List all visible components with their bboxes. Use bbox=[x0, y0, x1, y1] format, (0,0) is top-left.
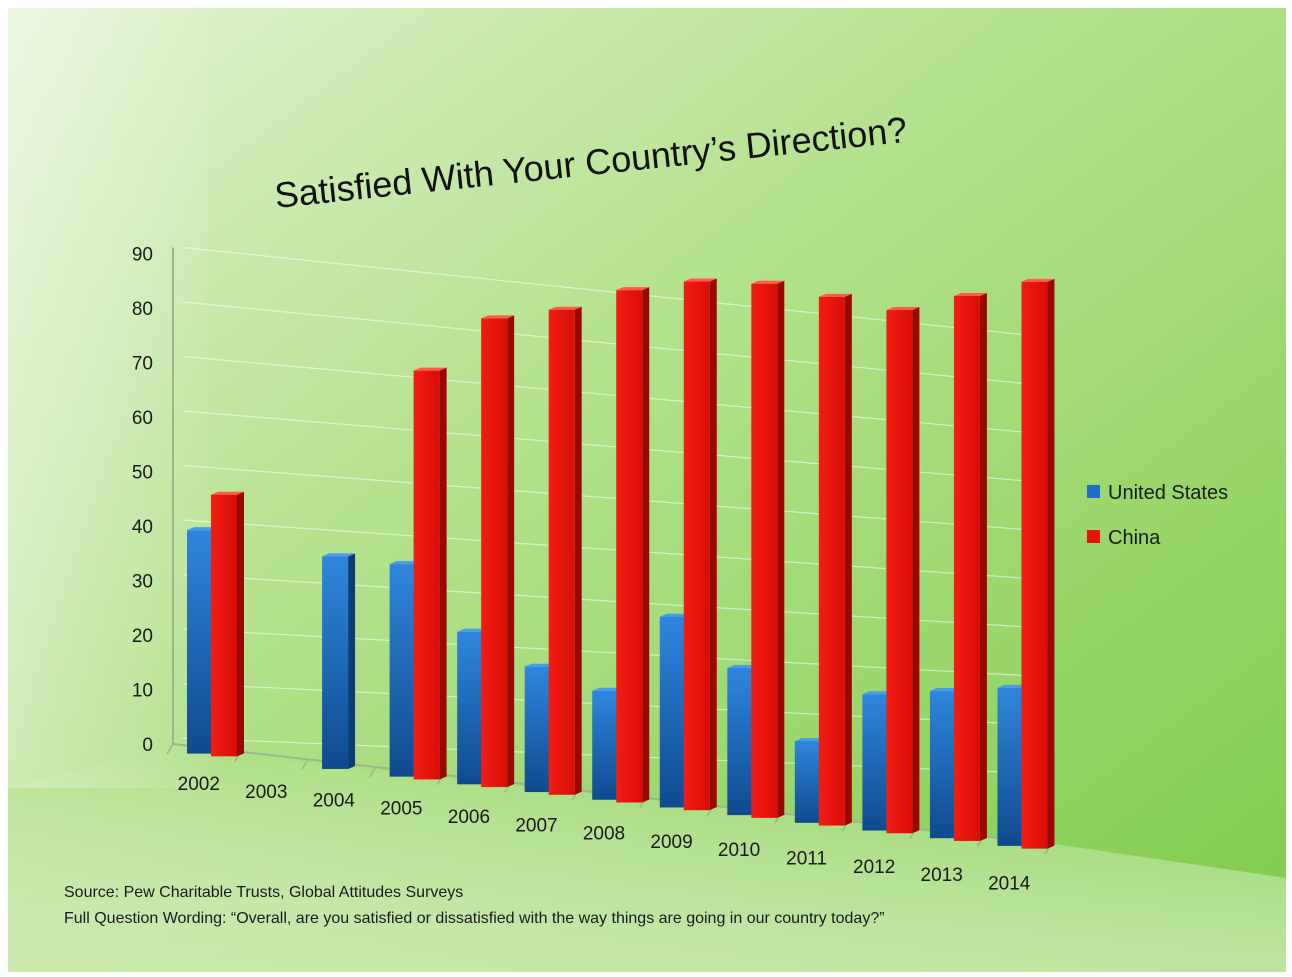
bar-china-2009 bbox=[683, 278, 717, 811]
x-tick-label: 2008 bbox=[583, 824, 625, 845]
bar-united-states-2004-front bbox=[322, 556, 349, 769]
x-tick-label: 2006 bbox=[448, 807, 490, 828]
bar-china-2005 bbox=[413, 367, 447, 780]
bar-united-states-2004 bbox=[322, 553, 356, 769]
bar-china-2013-front bbox=[953, 295, 980, 841]
bar-united-states-2006-front bbox=[457, 631, 484, 785]
bar-china-2009-side bbox=[709, 278, 717, 811]
question-wording-note: Full Question Wording: “Overall, are you… bbox=[64, 910, 885, 927]
bar-united-states-2010-front bbox=[727, 667, 754, 816]
legend-label-united-states: United States bbox=[1108, 482, 1228, 504]
x-tick-label: 2005 bbox=[380, 799, 422, 820]
x-tick-mark bbox=[368, 766, 377, 778]
bar-china-2014-side bbox=[1047, 278, 1055, 849]
bar-china-2009-top bbox=[683, 278, 717, 282]
y-tick-label: 0 bbox=[142, 735, 153, 756]
back-wall-highlight bbox=[8, 8, 208, 788]
bar-china-2009-front bbox=[683, 281, 710, 811]
x-tick-label: 2011 bbox=[786, 848, 827, 869]
x-tick-label: 2009 bbox=[650, 832, 692, 853]
bar-united-states-2004-side bbox=[348, 553, 356, 769]
x-tick-label: 2014 bbox=[988, 873, 1031, 894]
bar-china-2008-front bbox=[616, 290, 643, 803]
bar-united-states-2002-front bbox=[187, 530, 213, 754]
bar-china-2012-front bbox=[886, 310, 913, 834]
bar-china-2011-top bbox=[818, 293, 852, 297]
bar-china-2008-top bbox=[616, 287, 650, 291]
bar-china-2010-front bbox=[751, 283, 778, 818]
bar-china-2005-top bbox=[413, 367, 447, 371]
x-tick-label: 2012 bbox=[853, 857, 895, 878]
bar-united-states-2012-front bbox=[862, 694, 889, 831]
y-tick-label: 70 bbox=[132, 354, 153, 375]
floor-highlight bbox=[8, 748, 1286, 972]
bar-united-states-2005-front bbox=[389, 564, 416, 777]
bar-china-2010-side bbox=[777, 280, 785, 818]
x-tick-mark bbox=[166, 743, 174, 755]
bar-china-2005-front bbox=[413, 370, 440, 780]
bar-china-2007-top bbox=[548, 306, 582, 310]
bar-china-2013-top bbox=[953, 292, 987, 296]
bar-china-2008-side bbox=[642, 287, 650, 803]
y-tick-label: 50 bbox=[132, 463, 153, 484]
y-tick-label: 80 bbox=[132, 299, 153, 320]
bar-china-2013-side bbox=[979, 292, 987, 841]
bar-china-2010-top bbox=[751, 280, 785, 284]
bar-china-2006-front bbox=[481, 318, 508, 788]
bar-china-2005-side bbox=[439, 367, 447, 780]
bar-united-states-2008-front bbox=[592, 690, 619, 800]
y-tick-label: 30 bbox=[132, 572, 153, 593]
bar-china-2002 bbox=[211, 491, 244, 757]
x-axis-labels: 2002 2003 2004 2005 2006 2007 2008 2009 2010 2011… bbox=[178, 774, 1031, 895]
bar-china-2010 bbox=[751, 280, 785, 818]
x-tick-mark bbox=[301, 758, 309, 770]
bar-china-2006-side bbox=[507, 315, 515, 788]
bar-china-2006 bbox=[481, 315, 515, 788]
bars bbox=[187, 278, 1055, 849]
bar-china-2011-side bbox=[844, 293, 852, 826]
bar-united-states-2013-front bbox=[929, 691, 956, 839]
y-tick-label: 60 bbox=[132, 408, 153, 429]
y-tick-label: 10 bbox=[132, 681, 153, 702]
bar-china-2007-side bbox=[574, 306, 582, 795]
bar-china-2011-front bbox=[818, 296, 845, 826]
x-tick-label: 2002 bbox=[178, 774, 220, 795]
bar-china-2014-top bbox=[1021, 278, 1055, 282]
legend-swatch-united-states bbox=[1087, 485, 1100, 498]
source-note: Source: Pew Charitable Trusts, Global At… bbox=[64, 884, 464, 901]
x-tick-label: 2003 bbox=[245, 782, 287, 803]
bar-united-states-2014-front bbox=[997, 687, 1024, 846]
y-tick-label: 90 bbox=[132, 245, 153, 266]
bar-china-2013 bbox=[953, 292, 987, 841]
bar-china-2002-front bbox=[211, 494, 237, 757]
bar-united-states-2004-top bbox=[322, 553, 356, 557]
bar-united-states-2011-front bbox=[794, 741, 821, 823]
x-tick-label: 2010 bbox=[718, 840, 760, 861]
bar-china-2011 bbox=[818, 293, 852, 826]
y-tick-label: 40 bbox=[132, 517, 153, 538]
legend: United States China bbox=[1087, 482, 1228, 549]
x-tick-label: 2004 bbox=[313, 790, 356, 811]
bar-china-2006-top bbox=[481, 315, 515, 319]
bar-china-2014 bbox=[1021, 278, 1055, 849]
bar-china-2007 bbox=[548, 306, 582, 795]
bar-china-2012-top bbox=[886, 307, 920, 311]
legend-label-china: China bbox=[1108, 527, 1161, 549]
bar-united-states-2007-front bbox=[524, 666, 551, 793]
bar-united-states-2009-front bbox=[659, 616, 686, 808]
bar-china-2014-front bbox=[1021, 281, 1048, 849]
bar-china-2002-top bbox=[211, 491, 244, 495]
legend-swatch-china bbox=[1087, 530, 1100, 543]
y-tick-label: 20 bbox=[132, 626, 153, 647]
bar-china-2007-front bbox=[548, 309, 575, 795]
chart-canvas: 0 10 20 30 40 50 60 70 80 90 2002 2003 2004 2005 2006… bbox=[8, 8, 1286, 972]
chart-slide: 0 10 20 30 40 50 60 70 80 90 2002 2003 2004 2005 2006… bbox=[8, 8, 1286, 972]
bar-china-2012-side bbox=[912, 307, 920, 834]
bar-china-2012 bbox=[886, 307, 920, 834]
bar-china-2008 bbox=[616, 287, 650, 803]
bar-china-2002-side bbox=[237, 491, 244, 757]
x-tick-label: 2013 bbox=[921, 865, 963, 886]
x-tick-label: 2007 bbox=[515, 815, 557, 836]
